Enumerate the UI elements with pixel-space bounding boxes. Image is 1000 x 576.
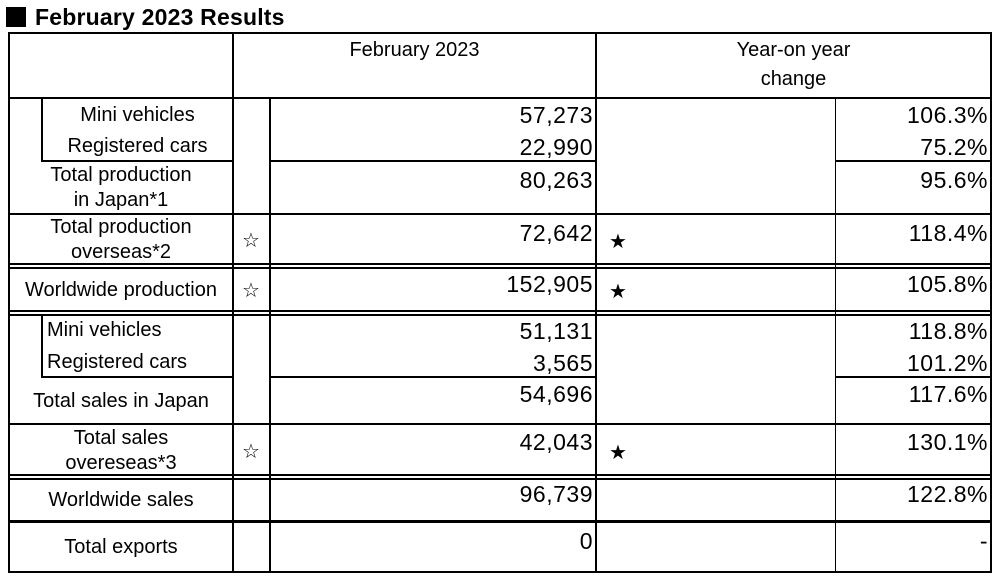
row-label-total-exports: Total exports [64, 536, 178, 558]
white-star-icon: ☆ [242, 441, 260, 463]
yoy-total-japan-production: 95.6% [920, 167, 988, 193]
yoy-registered-production: 75.2% [920, 134, 988, 160]
square-bullet-icon [6, 7, 26, 27]
value-total-exports: 0 [579, 528, 593, 554]
page-title-text: February 2023 Results [35, 3, 285, 30]
row-label-worldwide-sales: Worldwide sales [48, 489, 194, 511]
value-worldwide-sales: 96,739 [519, 481, 593, 507]
row-label-overseas-production-1: Total production [50, 216, 192, 238]
row-label-registered-sales: Registered cars [47, 351, 188, 373]
page-title: February 2023 Results [2, 2, 285, 32]
yoy-mini-production: 106.3% [906, 102, 988, 128]
row-label-worldwide-production: Worldwide production [25, 279, 217, 301]
header-period: February 2023 [349, 39, 480, 61]
black-star-icon: ★ [609, 231, 627, 253]
black-star-icon: ★ [609, 442, 627, 464]
value-overseas-production: 72,642 [519, 220, 593, 246]
row-label-total-japan-sales: Total sales in Japan [33, 390, 209, 412]
white-star-icon: ☆ [242, 280, 260, 302]
row-label-mini-sales: Mini vehicles [47, 319, 162, 341]
yoy-registered-sales: 101.2% [906, 350, 988, 376]
value-registered-sales: 3,565 [532, 350, 593, 376]
value-registered-production: 22,990 [519, 134, 593, 160]
value-total-japan-production: 80,263 [519, 167, 593, 193]
value-total-japan-sales: 54,696 [519, 381, 593, 407]
row-label-total-japan-production-1: Total production [50, 164, 192, 186]
yoy-total-japan-sales: 117.6% [908, 381, 988, 407]
yoy-overseas-production: 118.4% [908, 220, 988, 246]
value-overseas-sales: 42,043 [519, 429, 593, 455]
row-label-overseas-production-2: overseas*2 [70, 241, 172, 263]
black-star-icon: ★ [609, 281, 627, 303]
row-label-registered-production: Registered cars [67, 135, 208, 157]
row-label-mini-production: Mini vehicles [80, 104, 195, 126]
yoy-total-exports: - [979, 528, 988, 554]
yoy-mini-sales: 118.8% [908, 318, 988, 344]
header-yoy-line2: change [760, 68, 827, 90]
yoy-overseas-sales: 130.1% [906, 429, 988, 455]
row-label-overseas-sales-1: Total sales [73, 427, 169, 449]
value-mini-production: 57,273 [519, 102, 593, 128]
header-yoy-line1: Year-on year [736, 39, 851, 61]
white-star-icon: ☆ [242, 230, 260, 252]
value-worldwide-production: 152,905 [506, 271, 593, 297]
row-label-total-japan-production-2: in Japan*1 [73, 189, 169, 211]
yoy-worldwide-sales: 122.8% [906, 481, 988, 507]
row-label-overseas-sales-2: overeseas*3 [65, 452, 177, 474]
value-mini-sales: 51,131 [519, 318, 593, 344]
yoy-worldwide-production: 105.8% [906, 271, 988, 297]
